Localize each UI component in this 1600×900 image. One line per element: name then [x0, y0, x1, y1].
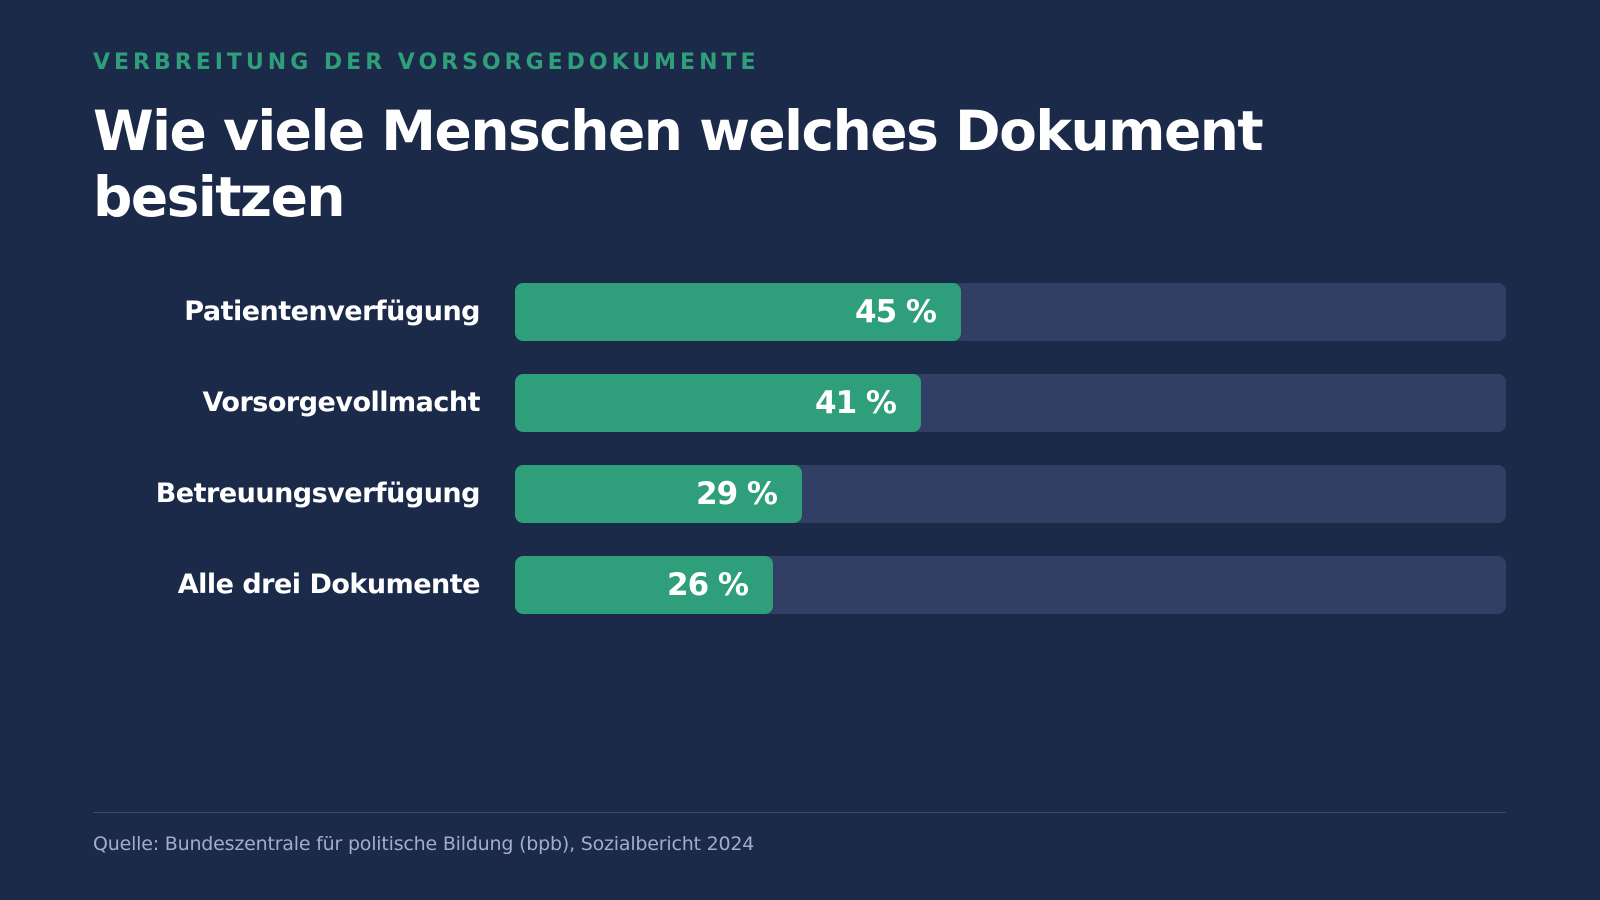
- bar: 26 %: [515, 556, 773, 614]
- bar-track: 45 %: [515, 283, 1506, 341]
- value-label: 45 %: [855, 294, 937, 330]
- bar: 29 %: [515, 465, 802, 523]
- chart-title: Wie viele Menschen welches Dokument besi…: [93, 99, 1264, 229]
- source-note: Quelle: Bundeszentrale für politische Bi…: [93, 833, 755, 855]
- value-label: 29 %: [696, 476, 778, 512]
- chart-eyebrow: VERBREITUNG DER VORSORGEDOKUMENTE: [93, 50, 760, 75]
- bar-chart: Patientenverfügung 45 % Vorsorgevollmacht 4…: [0, 283, 1600, 614]
- bar-track: 29 %: [515, 465, 1506, 523]
- value-label: 41 %: [815, 385, 897, 421]
- footer-divider: [93, 812, 1506, 813]
- bar-row: Betreuungsverfügung 29 %: [0, 465, 1600, 523]
- bar: 41 %: [515, 374, 921, 432]
- category-label: Alle drei Dokumente: [177, 569, 481, 600]
- category-label: Patientenverfügung: [184, 296, 480, 327]
- bar-row: Alle drei Dokumente 26 %: [0, 556, 1600, 614]
- value-label: 26 %: [667, 567, 749, 603]
- bar-row: Patientenverfügung 45 %: [0, 283, 1600, 341]
- category-label: Betreuungsverfügung: [155, 478, 481, 509]
- bar-track: 41 %: [515, 374, 1506, 432]
- bar-row: Vorsorgevollmacht 41 %: [0, 374, 1600, 432]
- bar-track: 26 %: [515, 556, 1506, 614]
- bar: 45 %: [515, 283, 961, 341]
- category-label: Vorsorgevollmacht: [202, 387, 480, 418]
